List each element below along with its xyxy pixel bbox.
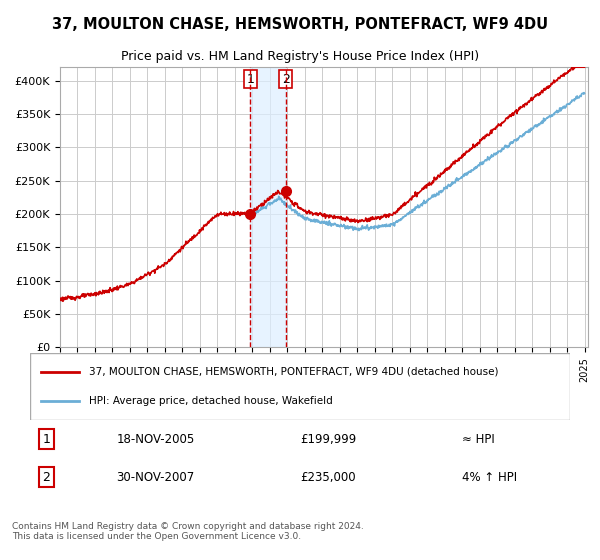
Bar [250,67,286,347]
Text: 18-NOV-2005: 18-NOV-2005 [116,432,194,446]
Text: 37, MOULTON CHASE, HEMSWORTH, PONTEFRACT, WF9 4DU (detached house): 37, MOULTON CHASE, HEMSWORTH, PONTEFRACT… [89,367,499,377]
Text: Price paid vs. HM Land Registry's House Price Index (HPI): Price paid vs. HM Land Registry's House … [121,50,479,63]
Text: 37, MOULTON CHASE, HEMSWORTH, PONTEFRACT, WF9 4DU: 37, MOULTON CHASE, HEMSWORTH, PONTEFRACT… [52,17,548,32]
Text: 2: 2 [42,470,50,484]
Text: 1: 1 [246,73,254,86]
Text: ≈ HPI: ≈ HPI [462,432,495,446]
Text: £235,000: £235,000 [300,470,356,484]
Text: 1: 1 [42,432,50,446]
Text: 4% ↑ HPI: 4% ↑ HPI [462,470,517,484]
Text: 30-NOV-2007: 30-NOV-2007 [116,470,194,484]
Text: 2: 2 [282,73,290,86]
Text: £199,999: £199,999 [300,432,356,446]
Text: Contains HM Land Registry data © Crown copyright and database right 2024.
This d: Contains HM Land Registry data © Crown c… [12,522,364,542]
Text: HPI: Average price, detached house, Wakefield: HPI: Average price, detached house, Wake… [89,396,333,406]
FancyBboxPatch shape [30,353,570,420]
